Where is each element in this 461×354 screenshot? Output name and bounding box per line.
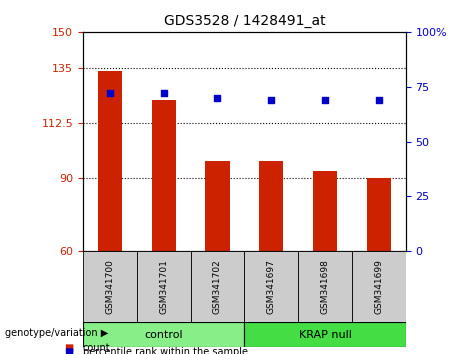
Bar bbox=[152, 100, 176, 251]
Text: GSM341702: GSM341702 bbox=[213, 259, 222, 314]
Text: GSM341698: GSM341698 bbox=[320, 259, 330, 314]
Text: ■: ■ bbox=[65, 347, 74, 354]
Point bbox=[214, 95, 221, 101]
Text: count: count bbox=[83, 343, 111, 353]
Text: control: control bbox=[144, 330, 183, 339]
Text: GSM341701: GSM341701 bbox=[159, 259, 168, 314]
Text: ■: ■ bbox=[65, 343, 74, 353]
Point bbox=[321, 97, 329, 103]
Point bbox=[106, 91, 113, 96]
Bar bbox=[244, 322, 406, 347]
Point bbox=[375, 97, 383, 103]
Bar bbox=[313, 171, 337, 251]
Text: KRAP null: KRAP null bbox=[299, 330, 351, 339]
Bar bbox=[98, 71, 122, 251]
Point bbox=[160, 91, 167, 96]
Bar bbox=[352, 251, 406, 322]
Bar bbox=[205, 161, 230, 251]
Text: genotype/variation ▶: genotype/variation ▶ bbox=[5, 328, 108, 338]
Text: GSM341697: GSM341697 bbox=[267, 259, 276, 314]
Bar bbox=[190, 251, 244, 322]
Bar bbox=[244, 251, 298, 322]
Bar bbox=[137, 251, 190, 322]
Text: GSM341700: GSM341700 bbox=[106, 259, 114, 314]
Bar bbox=[83, 251, 137, 322]
Text: GSM341699: GSM341699 bbox=[374, 259, 383, 314]
Point bbox=[267, 97, 275, 103]
Bar bbox=[298, 251, 352, 322]
Bar bbox=[83, 322, 244, 347]
Bar bbox=[366, 178, 391, 251]
Text: percentile rank within the sample: percentile rank within the sample bbox=[83, 347, 248, 354]
Title: GDS3528 / 1428491_at: GDS3528 / 1428491_at bbox=[164, 14, 325, 28]
Bar bbox=[259, 161, 284, 251]
